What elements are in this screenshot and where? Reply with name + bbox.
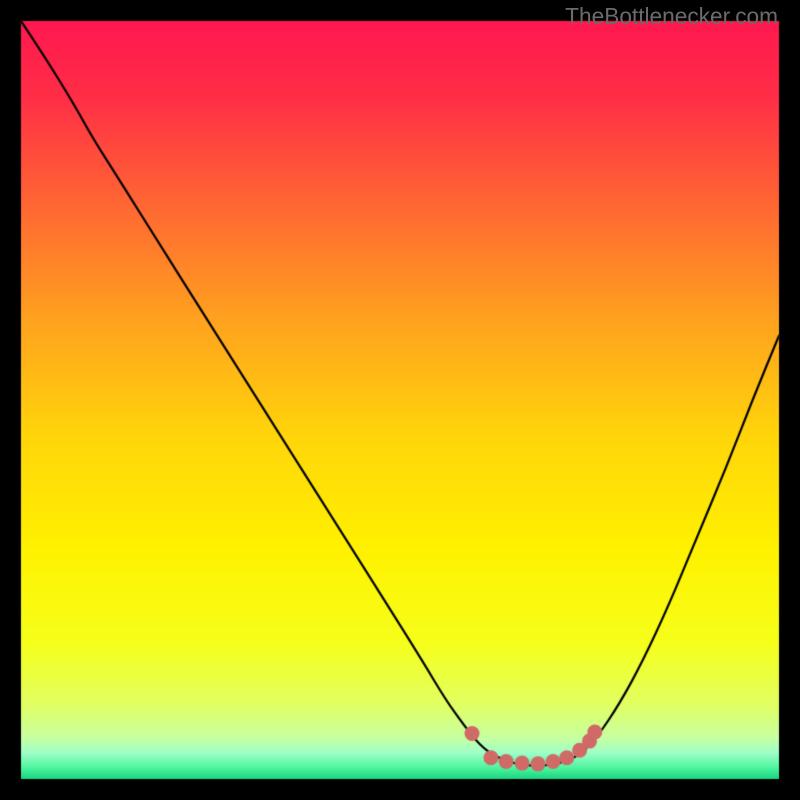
chart-stage: TheBottlenecker.com xyxy=(0,0,800,800)
bottleneck-curve-canvas xyxy=(0,0,800,800)
watermark-text: TheBottlenecker.com xyxy=(565,3,778,30)
